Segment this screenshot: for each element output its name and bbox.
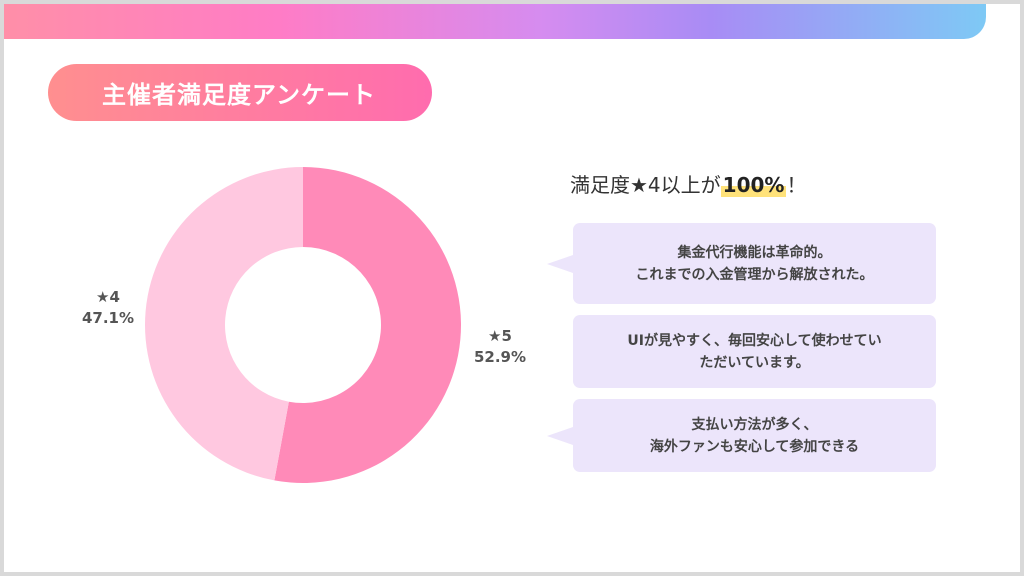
slide-title: 主催者満足度アンケート [102,81,377,109]
label-star5-percent: 52.9% [473,348,527,366]
comment-text-3: 支払い方法が多く、 海外ファンも安心して参加できる [649,416,860,455]
label-star4-percent: 47.1% [81,309,135,327]
label-star4: ★4 47.1% [68,287,148,329]
donut-slice-star4 [144,167,303,481]
comment-bubble-1: 集金代行機能は革命的。 これまでの入金管理から解放された。 [547,223,936,304]
comment-bubble-3: 支払い方法が多く、 海外ファンも安心して参加できる [547,399,936,472]
label-star5: ★5 52.9% [460,326,540,368]
headline-highlight: 100% [720,173,787,197]
comment-bubble-2: UIが見やすく、毎回安心して使わせてい ただいています。 [573,315,936,388]
headline-prefix: 満足度★4以上が [570,173,721,197]
slide: 主催者満足度アンケート ★4 47.1% ★5 52.9% 満足度★4以上が 10… [4,4,1020,572]
comment-text-2: UIが見やすく、毎回安心して使わせてい ただいています。 [627,332,882,371]
title-pill: 主催者満足度アンケート [48,64,432,121]
donut-chart [144,167,461,483]
comment-text-1: 集金代行機能は革命的。 これまでの入金管理から解放された。 [635,244,874,283]
bubble-tail [547,426,573,445]
label-star4-name: ★4 [96,288,120,306]
headline: 満足度★4以上が 100%！ [570,169,806,198]
label-star5-name: ★5 [488,327,512,345]
header-gradient-bar [4,4,986,39]
bubble-tail [547,254,573,273]
headline-suffix: ！ [786,173,807,197]
donut-slice-star5 [274,167,461,483]
